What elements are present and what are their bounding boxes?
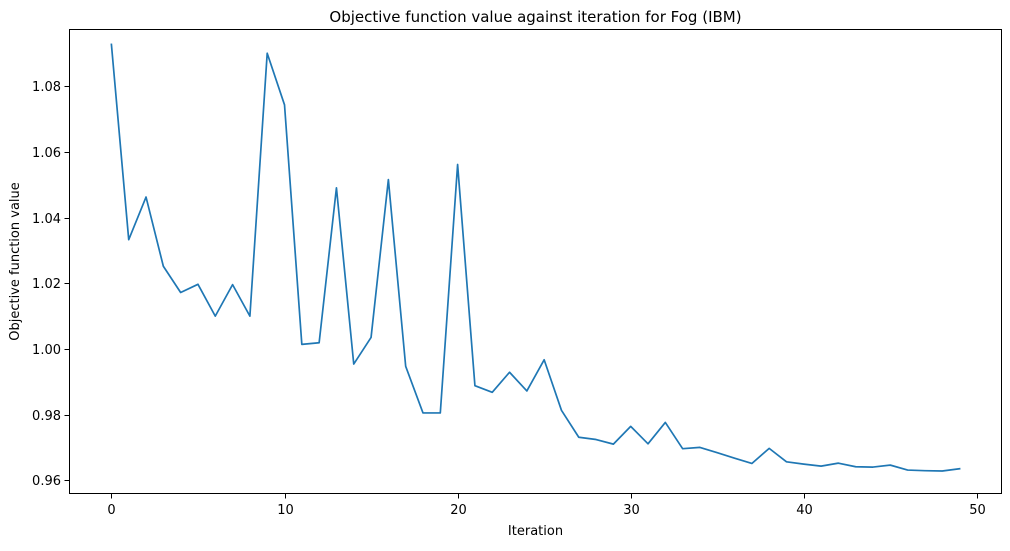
x-axis-label: Iteration — [508, 524, 563, 539]
x-tick-label: 0 — [107, 503, 115, 518]
plot-area-frame — [69, 29, 1002, 494]
y-tick-label: 1.02 — [32, 277, 61, 292]
y-tick-label: 0.96 — [32, 474, 61, 489]
y-tick-label: 1.06 — [32, 146, 61, 161]
x-tick-label: 20 — [450, 503, 467, 518]
x-tick-label: 50 — [969, 503, 986, 518]
x-tick-label: 10 — [277, 503, 294, 518]
y-tick-label: 0.98 — [32, 409, 61, 424]
chart-title: Objective function value against iterati… — [329, 8, 741, 26]
y-tick-label: 1.04 — [32, 212, 61, 227]
x-axis-ticks: 0 10 20 30 40 50 — [107, 494, 986, 518]
plot-area-background — [69, 29, 1002, 494]
series-line — [110, 43, 961, 472]
x-tick-label: 30 — [623, 503, 640, 518]
y-axis-ticks: 0.96 0.98 1.00 1.02 1.04 1.06 1.08 — [32, 80, 69, 489]
y-axis-label: Objective function value — [8, 182, 23, 341]
x-tick-label: 40 — [796, 503, 813, 518]
y-tick-label: 1.00 — [32, 343, 61, 358]
y-tick-label: 1.08 — [32, 80, 61, 95]
series-group — [110, 43, 961, 472]
